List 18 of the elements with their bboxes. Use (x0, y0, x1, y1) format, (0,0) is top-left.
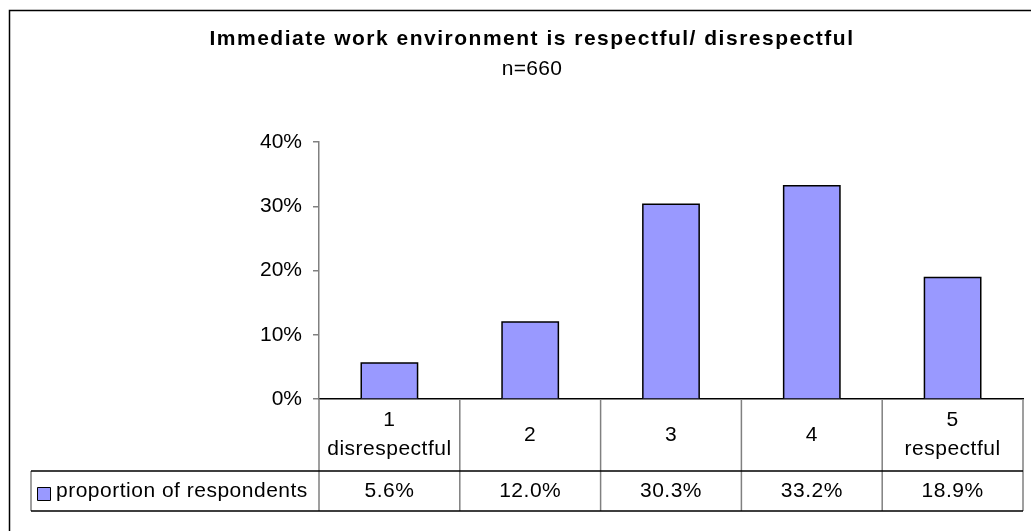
x-tick-label: 2 (524, 421, 537, 445)
legend-label: proportion of respondents (56, 477, 308, 501)
y-tick-label: 40% (259, 128, 302, 152)
data-label: 30.3% (639, 477, 703, 501)
data-label: 33.2% (780, 477, 843, 501)
y-tick-label: 20% (259, 257, 302, 281)
x-tick-label: 4 (805, 421, 818, 445)
x-tick-label: 3 (664, 421, 678, 445)
data-label: 18.9% (921, 477, 984, 501)
y-tick-label: 0% (271, 385, 302, 409)
data-label: 5.6% (364, 477, 415, 501)
x-tick-label: 5 respectful (904, 407, 1001, 460)
y-tick-label: 30% (259, 193, 302, 217)
y-tick-label: 10% (259, 321, 302, 345)
x-tick-label: 1 disrespectful (327, 407, 452, 460)
chart-subtitle: n=660 (501, 55, 563, 79)
chart-title: Immediate work environment is respectful/ disrespectful (209, 25, 855, 49)
data-label: 12.0% (499, 477, 562, 501)
